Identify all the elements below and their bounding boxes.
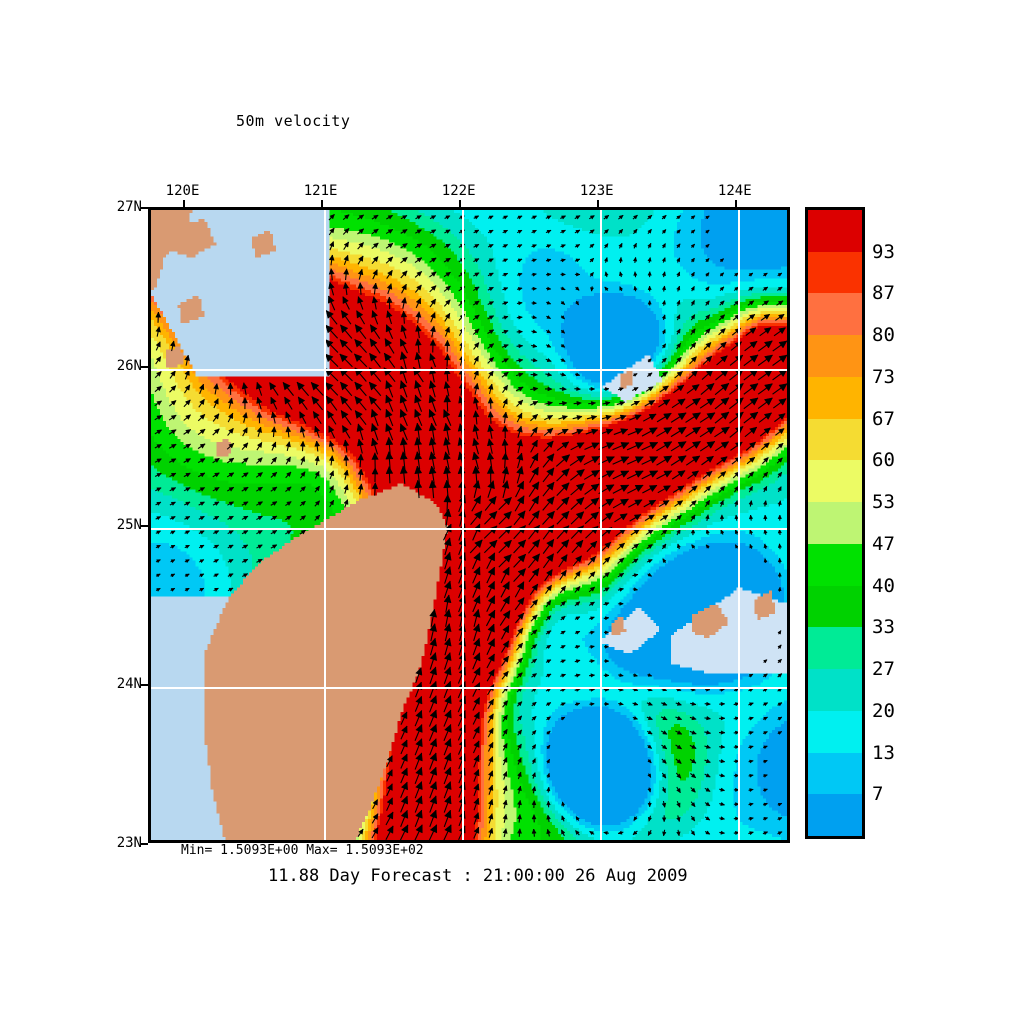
colorbar-band-5 <box>808 418 862 461</box>
colorbar-tick-73: 73 <box>872 365 895 388</box>
colorbar-band-1 <box>808 251 862 294</box>
colorbar-tick-27: 27 <box>872 658 895 681</box>
x-tick-122E <box>458 200 461 207</box>
x-tick-label-122E: 122E <box>441 183 476 199</box>
colorbar-tick-7: 7 <box>872 783 884 806</box>
colorbar-tick-80: 80 <box>872 324 895 347</box>
colorbar-tick-47: 47 <box>872 532 895 555</box>
colorbar-tick-87: 87 <box>872 282 895 305</box>
y-tick-25N <box>141 525 148 527</box>
gridline-h-25 <box>151 528 787 530</box>
colorbar-tick-20: 20 <box>872 699 895 722</box>
x-tick-120E <box>182 200 185 207</box>
colorbar-labels: 93 87 80 73 67 60 53 47 40 33 27 20 13 7 <box>872 207 932 839</box>
colorbar-band-0 <box>808 210 862 252</box>
gridline-h-26 <box>151 369 787 371</box>
minmax-text: Min= 1.5093E+00 Max= 1.5093E+02 <box>181 843 424 858</box>
y-tick-label-26N: 26N <box>116 358 142 374</box>
colorbar-band-12 <box>808 710 862 753</box>
colorbar-band-6 <box>808 460 862 503</box>
colorbar-band-7 <box>808 502 862 544</box>
colorbar-tick-67: 67 <box>872 407 895 430</box>
y-tick-label-27N: 27N <box>116 199 142 215</box>
colorbar-band-9 <box>808 585 862 628</box>
x-tick-label-121E: 121E <box>303 183 338 199</box>
gridline-h-24 <box>151 687 787 689</box>
x-tick-label-124E: 124E <box>717 183 752 199</box>
colorbar-band-11 <box>808 669 862 711</box>
x-tick-124E <box>734 200 737 207</box>
colorbar-tick-60: 60 <box>872 449 895 472</box>
velocity-field <box>151 210 787 840</box>
colorbar-band-10 <box>808 627 862 670</box>
colorbar-band-8 <box>808 543 862 586</box>
colorbar-band-4 <box>808 376 862 419</box>
y-tick-label-23N: 23N <box>116 835 142 851</box>
page-title: 50m velocity <box>236 112 351 130</box>
x-tick-label-123E: 123E <box>579 183 614 199</box>
colorbar-band-3 <box>808 335 862 377</box>
colorbar-band-13 <box>808 752 862 795</box>
x-tick-label-120E: 120E <box>165 183 200 199</box>
colorbar[interactable] <box>805 207 865 839</box>
y-tick-23N <box>141 843 148 845</box>
y-tick-26N <box>141 366 148 368</box>
gridline-v-121 <box>323 210 326 840</box>
colorbar-tick-33: 33 <box>872 616 895 639</box>
x-tick-123E <box>596 200 599 207</box>
map-plot-area[interactable]: 125 cm/s <box>148 207 790 843</box>
forecast-caption: 11.88 Day Forecast : 21:00:00 26 Aug 200… <box>268 866 688 886</box>
y-tick-27N <box>141 207 148 209</box>
gridline-v-123 <box>599 210 602 840</box>
colorbar-tick-13: 13 <box>872 741 895 764</box>
gridline-v-122 <box>461 210 464 840</box>
colorbar-band-2 <box>808 293 862 336</box>
colorbar-tick-93: 93 <box>872 240 895 263</box>
y-tick-label-25N: 25N <box>116 517 142 533</box>
colorbar-band-14 <box>808 794 862 837</box>
y-tick-24N <box>141 684 148 686</box>
colorbar-tick-53: 53 <box>872 491 895 514</box>
x-tick-121E <box>320 200 323 207</box>
y-tick-label-24N: 24N <box>116 676 142 692</box>
gridline-v-124 <box>737 210 740 840</box>
colorbar-tick-40: 40 <box>872 574 895 597</box>
